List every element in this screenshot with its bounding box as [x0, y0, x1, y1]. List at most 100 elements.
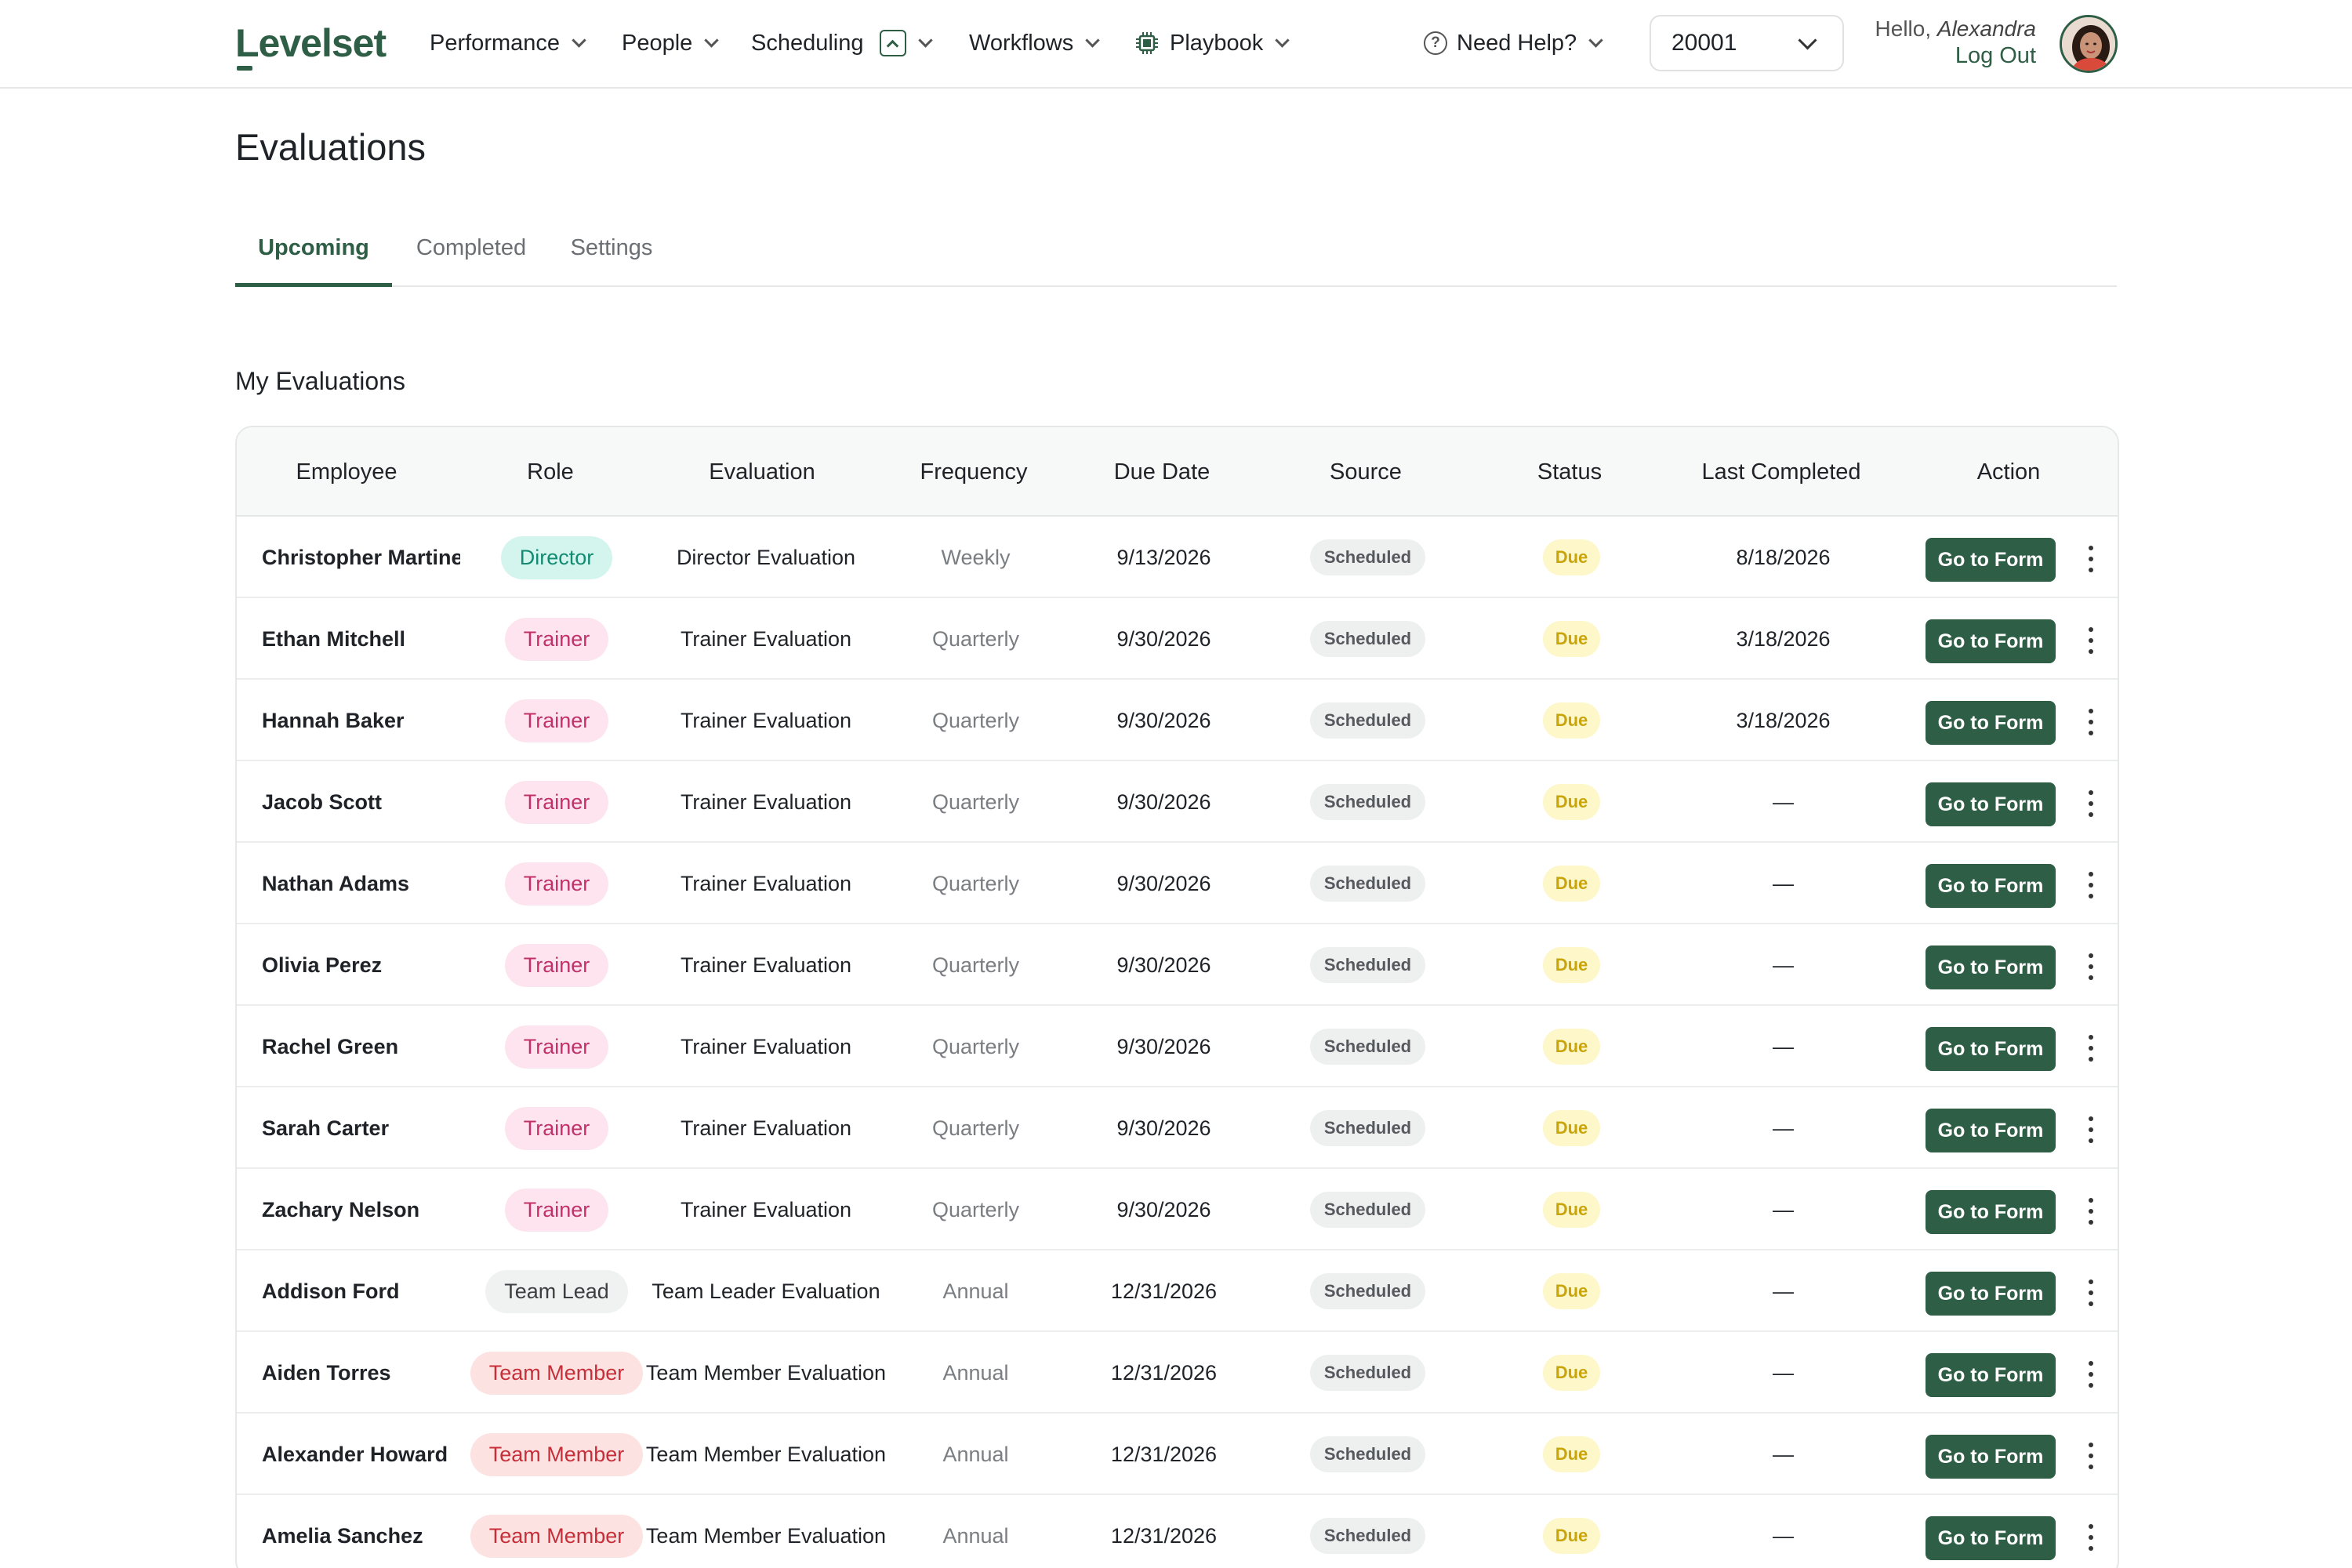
kebab-menu-icon[interactable]: [2085, 1035, 2097, 1062]
nav-playbook[interactable]: Playbook: [1135, 25, 1290, 61]
employee-name[interactable]: Jacob Scott: [262, 789, 383, 814]
kebab-menu-icon[interactable]: [2085, 872, 2097, 898]
status-badge: Due: [1542, 1273, 1601, 1309]
kebab-menu-icon[interactable]: [2085, 1361, 2097, 1388]
tab-completed[interactable]: Completed: [416, 235, 527, 260]
due-date: 9/30/2026: [1116, 1116, 1211, 1140]
status-badge: Due: [1542, 1192, 1601, 1228]
user-name: Alexandra: [1936, 16, 2036, 41]
go-to-form-button[interactable]: Go to Form: [1926, 946, 2056, 989]
avatar-image: [2062, 17, 2115, 71]
role-cell: Trainer: [460, 598, 653, 680]
status-cell: Due: [1475, 924, 1668, 1006]
employee-name[interactable]: Christopher Martinez: [262, 545, 460, 569]
column-header-due-date[interactable]: Due Date: [1113, 459, 1210, 485]
role-cell: Trainer: [460, 1169, 653, 1250]
last-completed: —: [1773, 1116, 1794, 1140]
go-to-form-button[interactable]: Go to Form: [1926, 619, 2056, 663]
source-badge: Scheduled: [1309, 1518, 1426, 1554]
go-to-form-button[interactable]: Go to Form: [1926, 782, 2056, 826]
kebab-menu-icon[interactable]: [2085, 1443, 2097, 1469]
evaluation-name: Trainer Evaluation: [680, 789, 852, 814]
employee-name[interactable]: Ethan Mitchell: [262, 626, 406, 651]
go-to-form-button[interactable]: Go to Form: [1926, 1190, 2056, 1234]
kebab-menu-icon[interactable]: [2085, 1198, 2097, 1225]
go-to-form-button[interactable]: Go to Form: [1926, 1109, 2056, 1152]
employee-name[interactable]: Zachary Nelson: [262, 1197, 420, 1221]
nav-help[interactable]: ? Need Help?: [1424, 25, 1603, 61]
kebab-menu-icon[interactable]: [2085, 546, 2097, 572]
status-badge: Due: [1542, 1029, 1601, 1065]
avatar[interactable]: [2060, 15, 2118, 73]
table-row: Nathan Adams Trainer Trainer Evaluation Qua…: [237, 843, 2118, 924]
go-to-form-button[interactable]: Go to Form: [1926, 1027, 2056, 1071]
nav-workflows[interactable]: Workflows: [969, 25, 1100, 61]
go-to-form-button[interactable]: Go to Form: [1926, 1272, 2056, 1316]
go-to-form-button[interactable]: Go to Form: [1926, 864, 2056, 908]
column-header-frequency[interactable]: Frequency: [920, 459, 1028, 485]
go-to-form-button[interactable]: Go to Form: [1926, 1516, 2056, 1560]
chip-icon: [1136, 32, 1158, 54]
kebab-menu-icon[interactable]: [2085, 1279, 2097, 1306]
column-header-employee[interactable]: Employee: [296, 459, 397, 485]
frequency: Weekly: [941, 545, 1011, 569]
levelset-logo[interactable]: Levelset: [235, 21, 387, 71]
column-header-action: Action: [1976, 459, 2041, 485]
store-select[interactable]: 20001: [1650, 15, 1844, 71]
kebab-menu-icon[interactable]: [2085, 1524, 2097, 1551]
column-header-source[interactable]: Source: [1330, 459, 1402, 485]
column-header-last-completed[interactable]: Last Completed: [1701, 459, 1861, 485]
source-cell: Scheduled: [1256, 1006, 1479, 1087]
kebab-menu-icon[interactable]: [2085, 709, 2097, 735]
last-completed: —: [1773, 1197, 1794, 1221]
nav-performance[interactable]: Performance: [430, 25, 586, 61]
go-to-form-button[interactable]: Go to Form: [1926, 1435, 2056, 1479]
last-completed: 8/18/2026: [1736, 545, 1831, 569]
last-completed: 3/18/2026: [1736, 626, 1831, 651]
employee-name[interactable]: Addison Ford: [262, 1279, 400, 1303]
table-row: Alexander Howard Team Member Team Member E…: [237, 1414, 2118, 1495]
evaluation-name: Team Member Evaluation: [645, 1360, 887, 1385]
nav-performance-label: Performance: [430, 30, 561, 56]
table-row: Aiden Torres Team Member Team Member Evalu…: [237, 1332, 2118, 1414]
frequency: Quarterly: [931, 953, 1020, 977]
employee-name[interactable]: Alexander Howard: [262, 1442, 448, 1466]
table-header: Employee Role Evaluation Frequency Due D…: [237, 427, 2118, 517]
employee-name[interactable]: Aiden Torres: [262, 1360, 391, 1385]
employee-name[interactable]: Rachel Green: [262, 1034, 399, 1058]
go-to-form-button[interactable]: Go to Form: [1926, 1353, 2056, 1397]
chevron-down-icon: [704, 32, 720, 48]
kebab-menu-icon[interactable]: [2085, 1116, 2097, 1143]
status-cell: Due: [1475, 517, 1668, 598]
employee-name[interactable]: Sarah Carter: [262, 1116, 390, 1140]
chevron-down-icon: [1588, 32, 1603, 48]
nav-scheduling[interactable]: Scheduling: [751, 25, 933, 61]
evaluations-table: Employee Role Evaluation Frequency Due D…: [235, 426, 2119, 1568]
last-completed: —: [1773, 871, 1794, 895]
employee-name[interactable]: Amelia Sanchez: [262, 1523, 423, 1548]
due-date: 12/31/2026: [1110, 1279, 1218, 1303]
nav-people[interactable]: People: [622, 25, 720, 61]
tab-upcoming[interactable]: Upcoming: [235, 227, 392, 287]
employee-name[interactable]: Olivia Perez: [262, 953, 383, 977]
role-badge: Trainer: [504, 780, 609, 824]
frequency: Quarterly: [931, 1197, 1020, 1221]
role-cell: Trainer: [460, 680, 653, 761]
top-nav: Levelset Performance People Scheduling W…: [0, 0, 2352, 89]
column-header-evaluation[interactable]: Evaluation: [709, 459, 815, 485]
employee-name[interactable]: Nathan Adams: [262, 871, 410, 895]
tab-settings[interactable]: Settings: [570, 235, 653, 260]
table-row: Jacob Scott Trainer Trainer Evaluation Quar…: [237, 761, 2118, 843]
evaluation-name: Director Evaluation: [676, 545, 856, 569]
status-badge: Due: [1542, 866, 1601, 902]
logout-link[interactable]: Log Out: [1955, 43, 2036, 68]
role-badge: Team Lead: [485, 1269, 628, 1313]
column-header-status[interactable]: Status: [1537, 459, 1602, 485]
kebab-menu-icon[interactable]: [2085, 790, 2097, 817]
kebab-menu-icon[interactable]: [2085, 627, 2097, 654]
kebab-menu-icon[interactable]: [2085, 953, 2097, 980]
go-to-form-button[interactable]: Go to Form: [1926, 701, 2056, 745]
column-header-role[interactable]: Role: [527, 459, 574, 485]
employee-name[interactable]: Hannah Baker: [262, 708, 405, 732]
go-to-form-button[interactable]: Go to Form: [1926, 538, 2056, 582]
